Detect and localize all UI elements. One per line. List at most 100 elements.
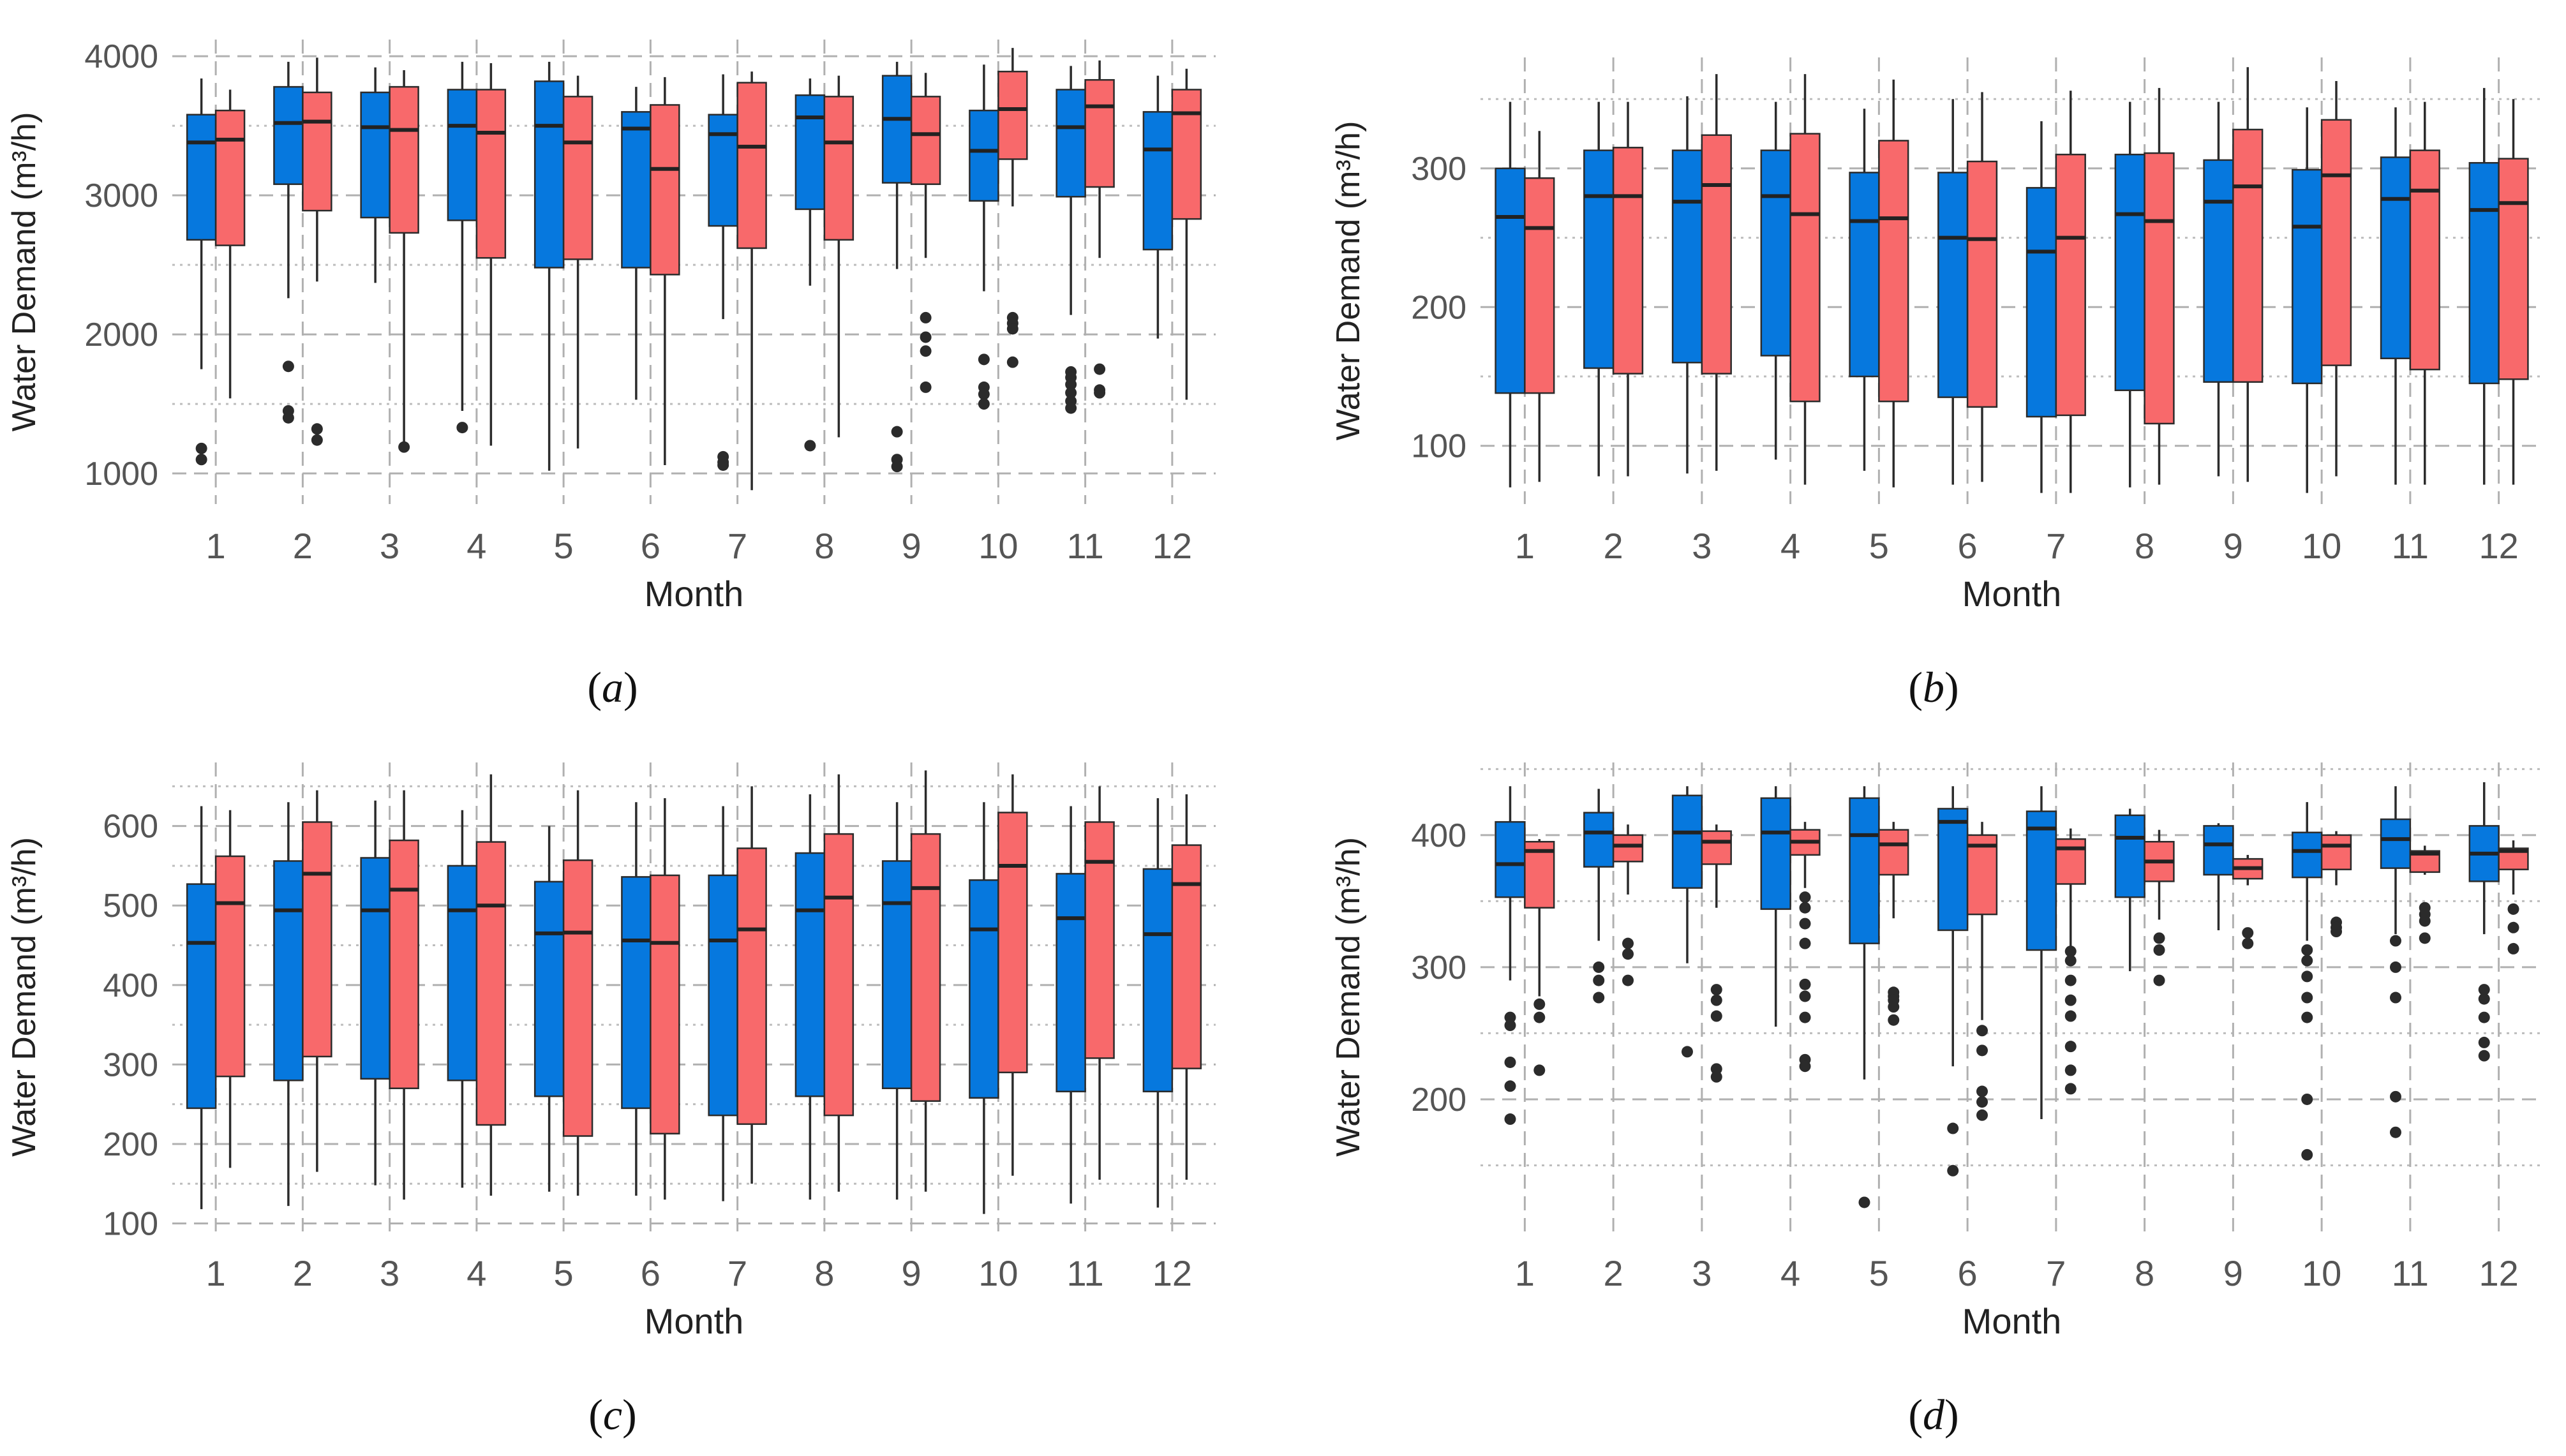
box-body	[1701, 830, 1732, 865]
outlier-point	[978, 388, 990, 400]
box-series_a-month-5	[1849, 108, 1880, 471]
box-body	[302, 821, 332, 1058]
y-tick-label: 200	[1411, 1081, 1466, 1118]
outlier-point	[195, 442, 207, 454]
outlier-point	[2064, 946, 2077, 958]
box-body	[1878, 140, 1909, 403]
box-series_a-month-10	[2292, 802, 2323, 1161]
outlier-point	[1976, 1096, 1988, 1108]
x-tick-label: 10	[978, 1253, 1018, 1293]
panel-c-label: (c)	[588, 1390, 637, 1439]
box-body	[1171, 89, 1202, 220]
box-body	[1760, 149, 1791, 357]
box-body	[1966, 160, 1998, 408]
y-tick-label: 3000	[84, 177, 158, 214]
box-series_b-month-12	[2498, 840, 2529, 955]
box-body	[1495, 167, 1526, 394]
x-tick-label: 6	[641, 1253, 660, 1293]
box-body	[562, 96, 593, 260]
outlier-point	[2478, 1036, 2490, 1048]
x-tick-label: 11	[1067, 1253, 1104, 1293]
x-tick-label: 9	[902, 526, 921, 566]
box-series_a-month-11	[1055, 806, 1086, 1204]
x-tick-label: 11	[2392, 526, 2429, 566]
box-series_b-month-10	[2320, 80, 2352, 477]
outlier-point	[1593, 974, 1605, 986]
box-body	[1142, 111, 1174, 251]
outlier-point	[2478, 993, 2490, 1005]
box-series_b-month-12	[1171, 68, 1202, 400]
x-tick-label: 6	[641, 526, 660, 566]
outlier-point	[1094, 363, 1106, 375]
outlier-point	[2478, 1050, 2490, 1062]
box-body	[2203, 159, 2234, 383]
box-series_b-month-7	[736, 71, 767, 491]
outlier-point	[2242, 927, 2254, 939]
box-series_b-month-11	[2409, 845, 2440, 944]
box-series_a-month-3	[1671, 96, 1703, 474]
outlier-point	[1799, 891, 1811, 903]
box-series_b-month-11	[1084, 60, 1115, 399]
box-body	[1583, 812, 1615, 868]
outlier-point	[398, 441, 410, 453]
box-body	[794, 94, 826, 211]
outlier-point	[1710, 1071, 1722, 1083]
y-tick-label: 1000	[84, 456, 158, 493]
box-body	[2380, 156, 2412, 359]
box-series_a-month-8	[2114, 808, 2145, 972]
box-body	[881, 75, 913, 184]
outlier-point	[2153, 944, 2165, 956]
box-body	[910, 96, 941, 185]
x-tick-label: 9	[2223, 1253, 2243, 1293]
box-body	[1671, 794, 1703, 889]
outlier-point	[2064, 955, 2077, 967]
outlier-point	[1976, 1025, 1988, 1037]
outlier-point	[1799, 917, 1811, 930]
box-body	[1671, 149, 1703, 364]
box-body	[621, 111, 652, 269]
box-series_b-month-3	[1701, 74, 1732, 471]
box-series_a-month-12	[1142, 798, 1174, 1208]
box-body	[360, 857, 391, 1080]
box-series_b-month-5	[562, 790, 593, 1196]
outlier-point	[1947, 1122, 1959, 1134]
box-series_a-month-1	[186, 806, 217, 1210]
y-tick-label: 500	[103, 888, 158, 925]
box-body	[475, 89, 507, 259]
y-tick-label: 200	[1411, 289, 1466, 326]
outlier-point	[1976, 1085, 1988, 1097]
box-body	[881, 860, 913, 1090]
outlier-point	[1504, 1056, 1516, 1068]
box-series_b-month-4	[475, 774, 507, 1196]
x-tick-label: 9	[902, 1253, 921, 1293]
y-tick-label: 600	[103, 808, 158, 845]
y-axis-label: Water Demand (m³/h)	[6, 837, 43, 1157]
outlier-point	[2301, 944, 2313, 956]
y-tick-label: 4000	[84, 38, 158, 75]
box-body	[186, 883, 217, 1110]
box-series_a-month-4	[447, 810, 478, 1188]
x-tick-label: 1	[206, 526, 226, 566]
x-tick-label: 5	[554, 526, 574, 566]
outlier-point	[1710, 994, 1722, 1006]
box-series_b-month-1	[1524, 839, 1555, 1076]
outlier-point	[1976, 1109, 1988, 1121]
outlier-point	[1888, 1014, 1900, 1026]
box-series_a-month-12	[2468, 87, 2500, 485]
outlier-point	[2419, 932, 2431, 944]
outlier-point	[2389, 935, 2401, 947]
box-series_a-month-7	[2025, 121, 2057, 493]
outlier-point	[920, 331, 932, 343]
x-tick-label: 4	[1780, 1253, 1800, 1293]
box-body	[794, 852, 826, 1097]
box-body	[533, 80, 565, 269]
outlier-point	[2389, 1090, 2401, 1103]
outlier-point	[1065, 387, 1077, 399]
box-series_b-month-9	[910, 770, 941, 1192]
x-tick-label: 3	[380, 1253, 399, 1293]
box-body	[2292, 168, 2323, 385]
box-series_a-month-1	[1495, 786, 1526, 1125]
outlier-point	[1888, 1001, 1900, 1013]
outlier-point	[2301, 1011, 2313, 1023]
